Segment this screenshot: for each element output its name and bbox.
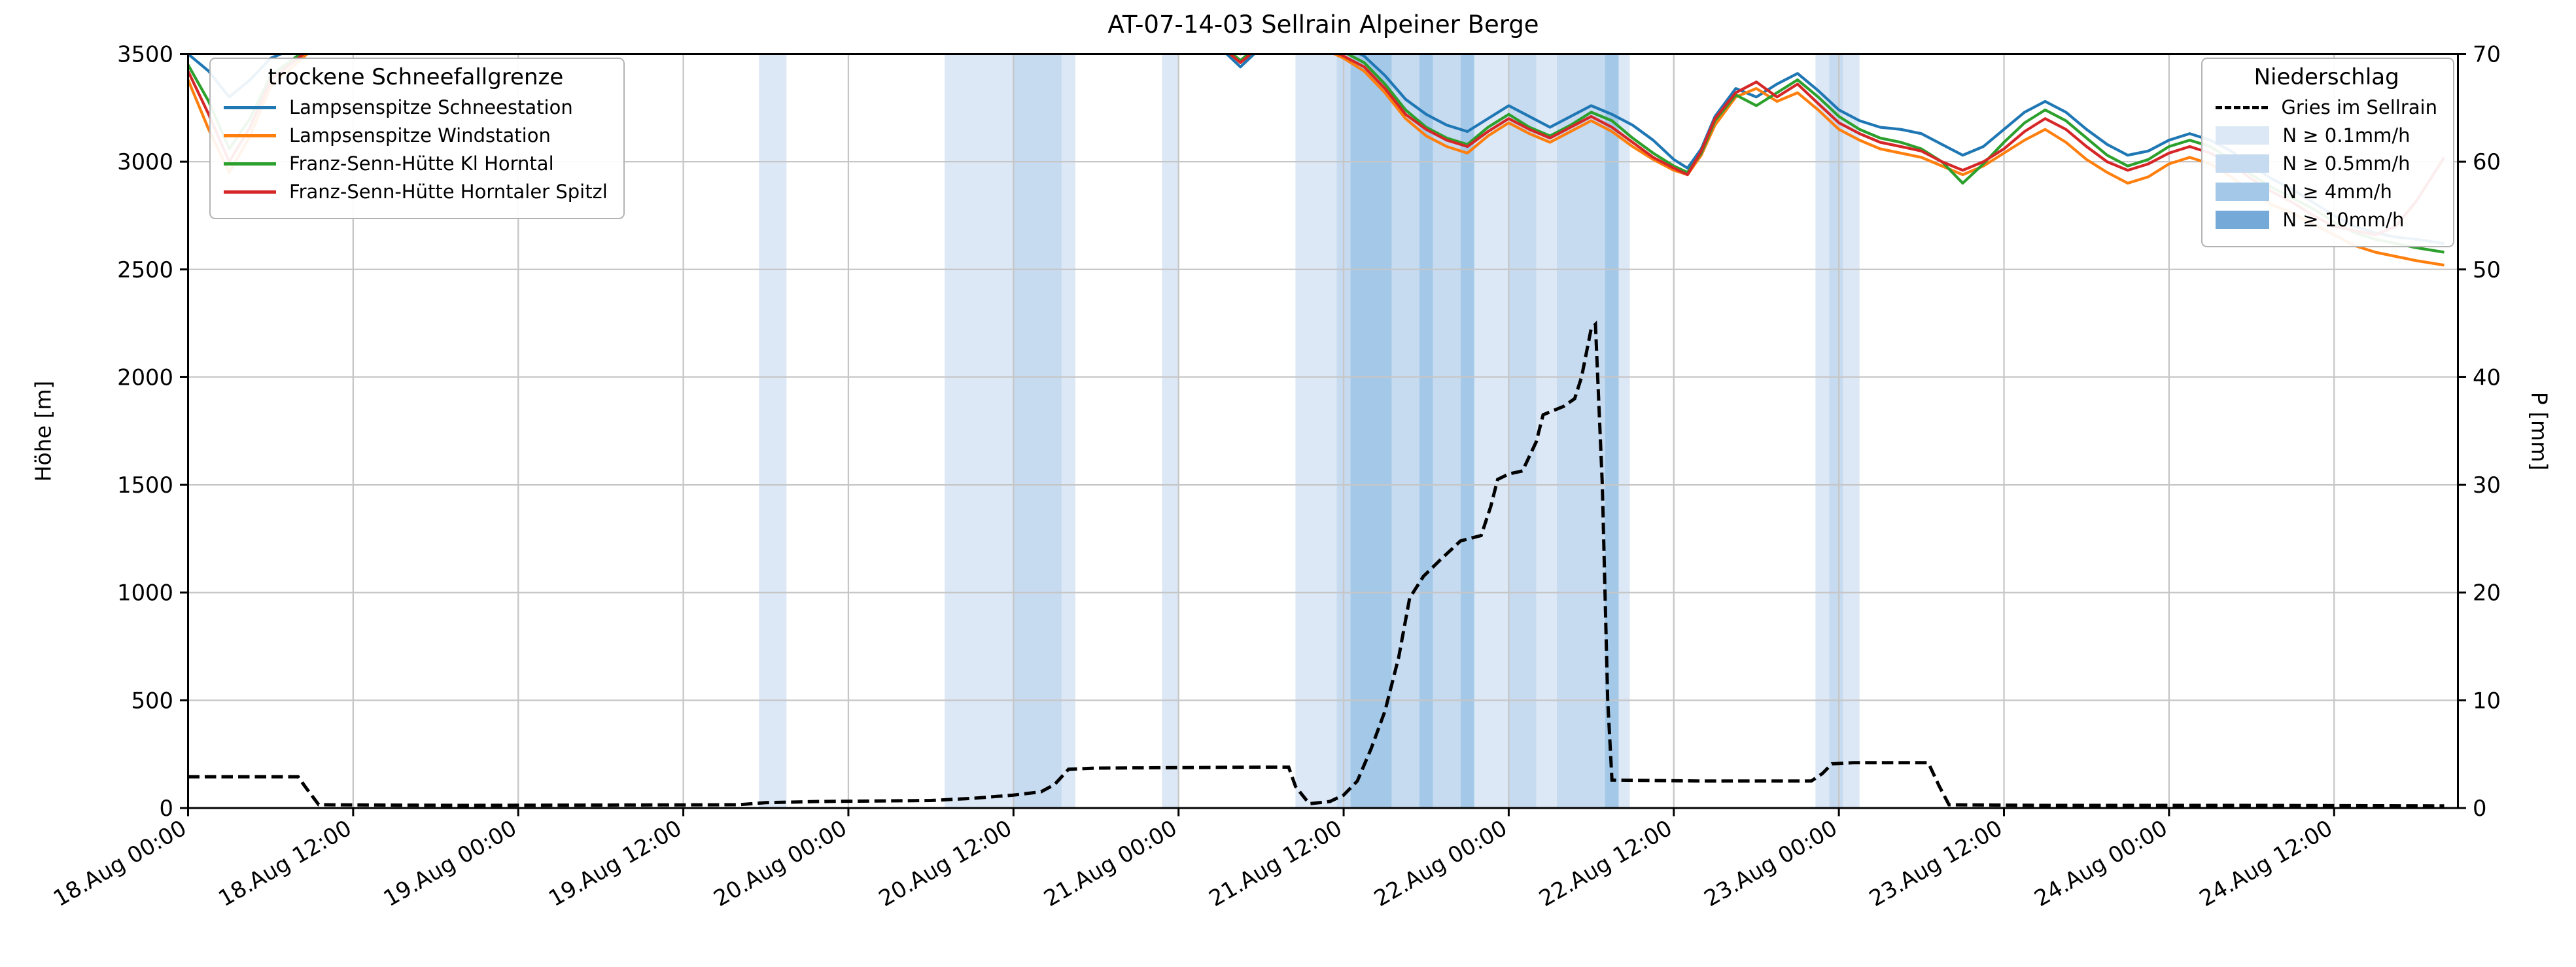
legend-label-horntaler-spitzl: Franz-Senn-Hütte Horntaler Spitzl xyxy=(289,181,608,203)
x-tick-label: 24.Aug 00:00 xyxy=(2030,815,2172,912)
y-tick-label-left: 1500 xyxy=(117,472,173,498)
red-line-swatch xyxy=(224,190,276,194)
legend-item-kl-horntal: Franz-Senn-Hütte Kl Horntal xyxy=(224,152,608,175)
precip-line xyxy=(188,320,2445,808)
precip-patch-10-swatch xyxy=(2216,211,2270,229)
legend-precipitation-title: Niederschlag xyxy=(2254,64,2399,90)
legend-precipitation: Niederschlag Gries im Sellrain N ≥ 0.1mm… xyxy=(2201,58,2454,247)
blue-line-swatch xyxy=(224,105,276,109)
x-tick-label: 23.Aug 12:00 xyxy=(1865,815,2007,912)
y-tick-label-left: 0 xyxy=(160,796,173,821)
precip-patch-01-swatch xyxy=(2216,126,2270,145)
precip-band xyxy=(1013,54,1062,808)
legend-item-n10: N ≥ 10mm/h xyxy=(2216,209,2437,231)
x-tick-label: 20.Aug 00:00 xyxy=(709,815,851,912)
precip-band xyxy=(1460,54,1474,808)
precip-band xyxy=(1618,54,1630,808)
precip-band xyxy=(1557,54,1605,808)
y-axis-label-right: P [mm] xyxy=(2526,391,2552,471)
orange-line-swatch xyxy=(224,133,276,137)
y-tick-label-right: 50 xyxy=(2473,257,2501,283)
legend-snowfall-limit-title: trockene Schneefallgrenze xyxy=(268,64,564,90)
precip-band xyxy=(1391,54,1419,808)
precip-band xyxy=(1061,54,1075,808)
precip-band xyxy=(1829,54,1843,808)
legend-label-n10: N ≥ 10mm/h xyxy=(2282,209,2405,231)
legend-label-n4: N ≥ 4mm/h xyxy=(2282,181,2392,203)
x-tick-label: 21.Aug 12:00 xyxy=(1204,815,1346,912)
precip-band xyxy=(1162,54,1179,808)
precip-bands xyxy=(759,54,1860,808)
y-tick-label-left: 500 xyxy=(131,688,173,713)
x-tick-label: 18.Aug 12:00 xyxy=(214,815,356,912)
x-tick-label: 24.Aug 12:00 xyxy=(2195,815,2337,912)
precip-band xyxy=(1605,54,1619,808)
x-tick-label: 20.Aug 12:00 xyxy=(875,815,1017,912)
precip-band xyxy=(1508,54,1537,808)
legend-label-n01: N ≥ 0.1mm/h xyxy=(2282,124,2411,147)
y-tick-label-left: 3000 xyxy=(117,149,173,175)
legend-item-schneestation: Lampsenspitze Schneestation xyxy=(224,96,608,118)
legend-label-kl-horntal: Franz-Senn-Hütte Kl Horntal xyxy=(289,152,554,175)
y-axis-label-left: Höhe [m] xyxy=(30,380,56,482)
x-tick-label: 18.Aug 00:00 xyxy=(49,815,191,912)
legend-item-windstation: Lampsenspitze Windstation xyxy=(224,124,608,147)
precip-band xyxy=(1295,54,1337,808)
legend-item-horntaler-spitzl: Franz-Senn-Hütte Horntaler Spitzl xyxy=(224,181,608,203)
x-tick-label: 19.Aug 12:00 xyxy=(544,815,686,912)
y-tick-label-right: 10 xyxy=(2473,688,2501,713)
x-tick-label: 19.Aug 00:00 xyxy=(379,815,521,912)
green-line-swatch xyxy=(224,162,276,166)
legend-label-windstation: Lampsenspitze Windstation xyxy=(289,124,551,147)
legend-item-n01: N ≥ 0.1mm/h xyxy=(2216,124,2437,147)
y-tick-label-right: 40 xyxy=(2473,364,2501,390)
precip-band xyxy=(1419,54,1433,808)
x-tick-label: 23.Aug 00:00 xyxy=(1700,815,1842,912)
plot-border xyxy=(187,52,2460,809)
y-tick-label-right: 0 xyxy=(2473,796,2486,821)
precip-band xyxy=(1474,54,1509,808)
legend-label-schneestation: Lampsenspitze Schneestation xyxy=(289,96,573,118)
precip-band xyxy=(1433,54,1461,808)
y-tick-label-right: 30 xyxy=(2473,472,2501,498)
precip-patch-4-swatch xyxy=(2216,183,2270,201)
x-tick-label: 21.Aug 00:00 xyxy=(1039,815,1181,912)
y-tick-label-right: 70 xyxy=(2473,41,2501,67)
y-tick-label-right: 20 xyxy=(2473,580,2501,606)
legend-label-gries: Gries im Sellrain xyxy=(2281,96,2437,118)
precip-patch-05-swatch xyxy=(2216,154,2270,173)
x-tick-label: 22.Aug 12:00 xyxy=(1535,815,1677,912)
precip-band xyxy=(1350,54,1392,808)
legend-snowfall-limit: trockene Schneefallgrenze Lampsenspitze … xyxy=(209,58,625,219)
legend-label-n05: N ≥ 0.5mm/h xyxy=(2282,152,2411,175)
dashed-line-swatch xyxy=(2216,105,2269,109)
y-tick-label-left: 3500 xyxy=(117,41,173,67)
y-tick-label-left: 1000 xyxy=(117,580,173,606)
precip-band xyxy=(1843,54,1860,808)
y-tick-label-left: 2000 xyxy=(117,364,173,390)
x-tick-label: 22.Aug 00:00 xyxy=(1370,815,1512,912)
precip-band xyxy=(945,54,1014,808)
y-tick-label-left: 2500 xyxy=(117,257,173,283)
y-tick-label-right: 60 xyxy=(2473,149,2501,175)
precip-band xyxy=(1815,54,1830,808)
chart-title: AT-07-14-03 Sellrain Alpeiner Berge xyxy=(1107,10,1539,39)
precip-band xyxy=(759,54,787,808)
legend-item-n4: N ≥ 4mm/h xyxy=(2216,181,2437,203)
legend-item-n05: N ≥ 0.5mm/h xyxy=(2216,152,2437,175)
legend-item-gries: Gries im Sellrain xyxy=(2216,96,2437,118)
